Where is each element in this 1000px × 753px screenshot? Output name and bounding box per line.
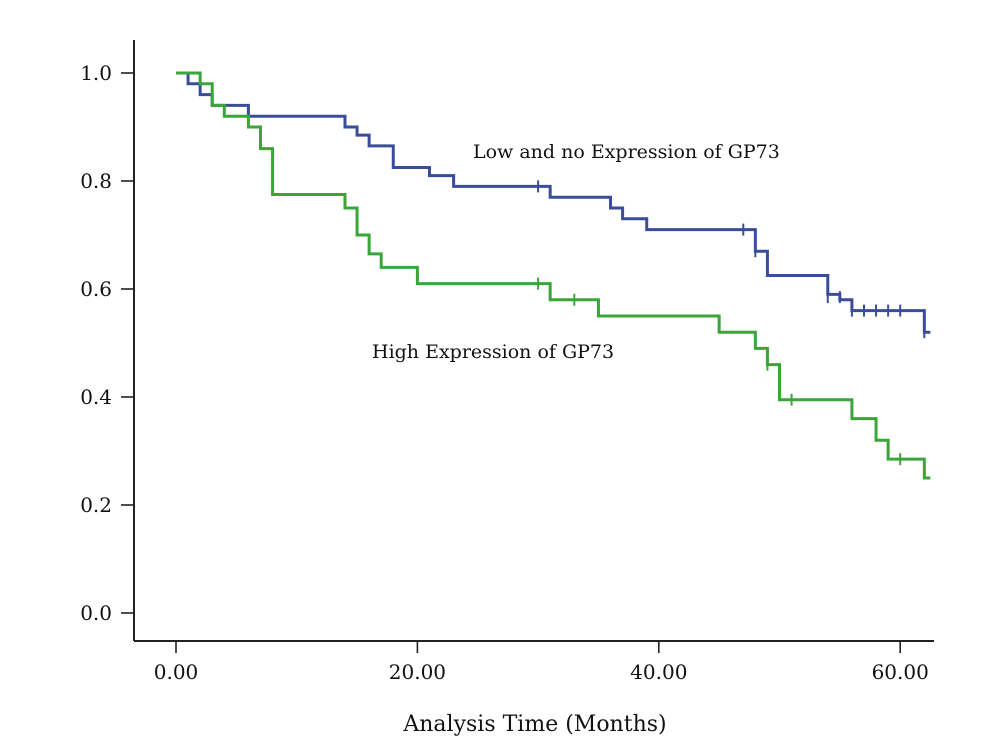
series-line-1	[176, 71, 931, 480]
y-tick-label: 0.0	[80, 601, 112, 625]
x-axis-ticks: 0.00 20.00 40.00 60.00	[154, 641, 929, 684]
x-axis-title: Analysis Time (Months)	[402, 712, 666, 737]
y-axis-ticks: 0.0 0.2 0.4 0.6 0.8 1.0	[80, 61, 134, 625]
y-tick-label: 1.0	[80, 61, 112, 85]
y-tick-label: 0.4	[80, 385, 112, 409]
x-tick-label: 20.00	[389, 660, 446, 684]
x-tick-label: 0.00	[154, 660, 199, 684]
x-tick-label: 60.00	[872, 660, 929, 684]
y-tick-label: 0.6	[80, 277, 112, 301]
x-tick-label: 40.00	[630, 660, 687, 684]
annotation-low-expression: Low and no Expression of GP73	[473, 141, 780, 163]
annotation-high-expression: High Expression of GP73	[372, 341, 614, 363]
y-tick-label: 0.2	[80, 493, 112, 517]
y-tick-label: 0.8	[80, 169, 112, 193]
series-layer	[176, 71, 931, 480]
series-line-0	[176, 71, 931, 334]
